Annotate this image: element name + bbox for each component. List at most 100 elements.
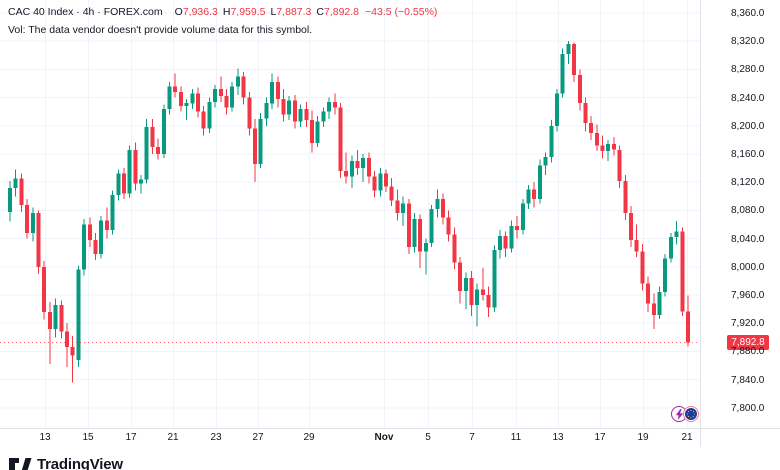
ohlc-key: C bbox=[316, 6, 324, 18]
price-axis-label: 7,800.0 bbox=[731, 402, 765, 414]
price-axis-label: 7,840.0 bbox=[731, 374, 765, 386]
candle-body bbox=[292, 100, 297, 122]
ohlc-values: O7,936.3 H7,959.5 L7,887.3 C7,892.8 bbox=[170, 6, 359, 18]
candle-body bbox=[686, 311, 690, 343]
candle-body bbox=[207, 101, 212, 129]
price-axis-label: 8,280.0 bbox=[731, 64, 765, 76]
time-axis-label: 15 bbox=[82, 432, 94, 443]
candle-body bbox=[418, 218, 423, 252]
candle-body bbox=[395, 200, 400, 214]
candle-body bbox=[13, 178, 18, 188]
last-price-badge: 7,892.8 bbox=[727, 334, 769, 350]
candle-body bbox=[623, 180, 628, 214]
time-axis-label: 13 bbox=[39, 432, 51, 443]
candle-body bbox=[252, 128, 257, 164]
price-axis-label: 7,920.0 bbox=[731, 318, 765, 330]
candle-wick bbox=[482, 268, 484, 301]
candle-body bbox=[327, 101, 332, 112]
axis-horizontal-separator bbox=[0, 428, 780, 429]
candle-body bbox=[161, 108, 166, 154]
candle-wick bbox=[72, 335, 74, 383]
ohlc-key: H bbox=[222, 6, 231, 18]
candle-body bbox=[264, 103, 269, 119]
candle-body bbox=[423, 242, 428, 252]
tradingview-logo[interactable]: TradingView bbox=[9, 456, 123, 470]
ohlc-value: 7,887.3 bbox=[276, 6, 312, 18]
price-axis-label: 8,200.0 bbox=[731, 120, 765, 132]
candle-body bbox=[378, 173, 383, 191]
candle-body bbox=[36, 213, 41, 267]
time-axis[interactable]: 13 15 17 21 23 27 29 Nov 5 7 11 13 17 19 21 bbox=[0, 429, 780, 447]
candle-body bbox=[549, 125, 554, 157]
candle-body bbox=[270, 82, 275, 104]
time-axis-label: Nov bbox=[374, 432, 394, 443]
candle-body bbox=[406, 203, 411, 247]
volume-note: Vol: The data vendor doesn't provide vol… bbox=[8, 24, 313, 36]
candle-body bbox=[412, 218, 417, 248]
change-value: −43.5 (−0.55%) bbox=[365, 6, 438, 18]
candle-body bbox=[298, 108, 303, 122]
time-axis-label: 13 bbox=[552, 432, 564, 443]
candle-body bbox=[99, 220, 104, 255]
candle-body bbox=[520, 203, 525, 231]
candle-body bbox=[224, 96, 229, 108]
candle-body bbox=[355, 161, 360, 169]
candle-body bbox=[304, 108, 309, 121]
ohlc-value: 7,936.3 bbox=[182, 6, 218, 18]
lightning-icon bbox=[675, 408, 684, 420]
candle-body bbox=[674, 231, 679, 238]
time-axis-label: 27 bbox=[252, 432, 264, 443]
candle-body bbox=[47, 311, 52, 329]
time-axis-label: 11 bbox=[510, 432, 522, 443]
candle-body bbox=[173, 86, 178, 92]
tradingview-logo-text: TradingView bbox=[37, 456, 123, 470]
candle-body bbox=[611, 144, 616, 150]
price-axis-label: 8,120.0 bbox=[731, 177, 765, 189]
price-axis-label: 8,080.0 bbox=[731, 205, 765, 217]
candle-body bbox=[651, 303, 656, 315]
candle-body bbox=[25, 204, 30, 233]
candle-body bbox=[429, 209, 434, 243]
candle-body bbox=[344, 170, 349, 177]
candle-wick bbox=[345, 152, 347, 184]
price-axis-label: 8,360.0 bbox=[731, 8, 765, 19]
candle-body bbox=[76, 269, 81, 360]
candle-body bbox=[235, 76, 240, 87]
candle-body bbox=[133, 149, 138, 184]
candle-body bbox=[184, 103, 189, 106]
price-axis[interactable]: 7,892.8 8,360.0 8,320.0 8,280.0 8,240.0 8,20… bbox=[701, 0, 780, 428]
ohlc-value: 7,892.8 bbox=[323, 6, 360, 18]
candle-body bbox=[646, 283, 651, 304]
candle-body bbox=[452, 234, 457, 263]
candle-body bbox=[361, 158, 366, 169]
candle-body bbox=[53, 304, 58, 329]
candle-body bbox=[566, 44, 571, 54]
symbol-legend[interactable]: CAC 40 Index · 4h · FOREX.com O7,936.3 H7,… bbox=[8, 6, 437, 19]
candle-body bbox=[441, 199, 446, 218]
candle-body bbox=[59, 304, 64, 332]
candle-body bbox=[167, 86, 172, 109]
candle-wick bbox=[362, 154, 364, 183]
candle-body bbox=[321, 111, 326, 122]
candle-body bbox=[435, 199, 440, 209]
symbol-logo-button[interactable] bbox=[683, 406, 699, 422]
candle-body bbox=[315, 121, 320, 143]
candle-body bbox=[87, 224, 92, 240]
candle-wick bbox=[174, 73, 176, 98]
candle-body bbox=[156, 146, 161, 154]
candle-body bbox=[116, 173, 121, 195]
candle-body bbox=[543, 156, 548, 166]
candle-body bbox=[492, 249, 497, 308]
candle-body bbox=[287, 100, 292, 115]
chart-canvas[interactable] bbox=[0, 0, 700, 447]
candle-body bbox=[110, 194, 115, 231]
candle-body bbox=[127, 149, 132, 194]
candle-wick bbox=[140, 175, 142, 194]
candle-body bbox=[241, 76, 246, 98]
candle-body bbox=[247, 97, 252, 129]
candle-body bbox=[190, 93, 195, 104]
price-axis-label: 7,960.0 bbox=[731, 290, 765, 301]
time-axis-label: 5 bbox=[425, 432, 431, 443]
price-axis-label: 7,880.0 bbox=[731, 346, 765, 358]
candle-body bbox=[372, 176, 377, 191]
